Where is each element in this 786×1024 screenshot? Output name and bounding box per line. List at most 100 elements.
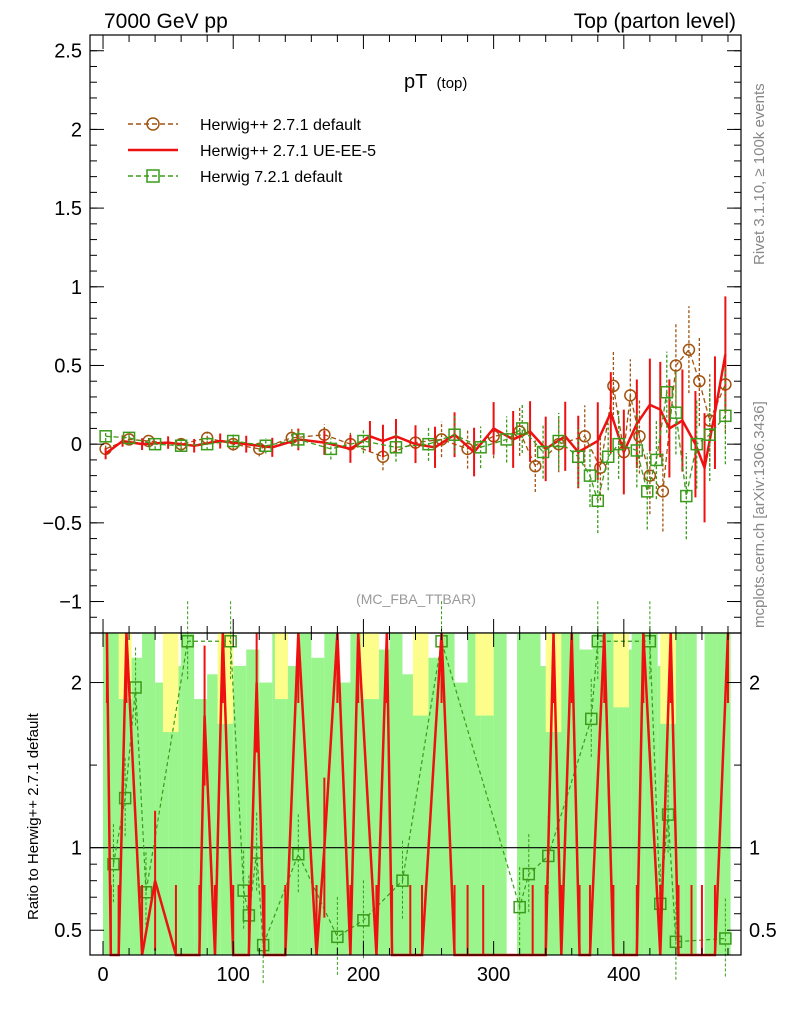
ratio-band-green bbox=[155, 682, 169, 955]
marker-square bbox=[660, 385, 674, 399]
ratio-h7-marker bbox=[669, 935, 683, 949]
ratio-band-green bbox=[717, 633, 731, 955]
marker-square bbox=[448, 428, 461, 441]
marker-square bbox=[612, 437, 625, 451]
ratio-h7-marker bbox=[292, 848, 305, 861]
marker-circle bbox=[633, 430, 646, 443]
ratio-h7-marker bbox=[522, 867, 536, 881]
marker-square bbox=[226, 434, 240, 448]
ratio-xtick-label: 200 bbox=[347, 964, 380, 986]
marker-circle bbox=[578, 430, 592, 443]
marker-square bbox=[99, 430, 112, 443]
ratio-h7-marker bbox=[396, 874, 409, 887]
series-line bbox=[105, 389, 726, 504]
marker-square bbox=[591, 494, 605, 508]
marker-circle bbox=[142, 434, 155, 448]
mcplots-label: mcplots.cern.ch [arXiv:1306.3436] bbox=[751, 401, 768, 628]
legend-ref-label: Herwig++ 2.7.1 default bbox=[200, 117, 362, 134]
main-plot-area bbox=[90, 35, 741, 633]
ratio-ytick-label-right: 0.5 bbox=[749, 920, 777, 942]
ratio-band-yellow bbox=[475, 633, 494, 716]
legend-h7-label: Herwig 7.2.1 default bbox=[200, 169, 343, 186]
marker-circle bbox=[529, 459, 542, 473]
main-ytick-label: −1 bbox=[59, 592, 82, 614]
marker-circle bbox=[693, 374, 706, 388]
ratio-band-green bbox=[402, 674, 416, 955]
marker-circle bbox=[253, 442, 266, 456]
marker-square bbox=[669, 406, 683, 419]
ratio-band-green bbox=[350, 633, 364, 955]
ratio-band-green bbox=[298, 633, 312, 955]
ratio-h7-marker bbox=[585, 712, 598, 726]
ratio-h7-marker bbox=[513, 900, 526, 914]
main-content bbox=[99, 296, 732, 540]
ratio-ytick-label: 1 bbox=[71, 838, 82, 860]
ratio-band-green bbox=[704, 633, 718, 955]
marker-square bbox=[357, 434, 370, 448]
main-ytick-label: 0 bbox=[71, 434, 82, 456]
main-ytick-label: 2.5 bbox=[54, 41, 82, 63]
ratio-xtick-label: 0 bbox=[97, 964, 108, 986]
marker-circle bbox=[285, 431, 299, 445]
marker-square bbox=[641, 485, 654, 498]
marker-square bbox=[500, 433, 513, 446]
ratio-h7-marker bbox=[661, 808, 675, 821]
legend-h7-marker bbox=[146, 169, 160, 183]
series-2 bbox=[99, 351, 732, 540]
marker-square bbox=[474, 441, 487, 454]
marker-square bbox=[389, 441, 403, 454]
ratio-xtick-label: 100 bbox=[217, 964, 250, 986]
legend-item-h7: Herwig 7.2.1 default bbox=[128, 169, 343, 186]
marker-square bbox=[552, 434, 565, 448]
marker-circle bbox=[682, 343, 696, 356]
marker-circle bbox=[607, 379, 620, 393]
ratio-h7-marker bbox=[118, 791, 132, 805]
plot-title-main: pT bbox=[404, 71, 427, 93]
marker-circle bbox=[656, 485, 670, 498]
ratio-band-green bbox=[527, 633, 541, 955]
ratio-h7-marker bbox=[719, 932, 732, 945]
rivet-label: Rivet 3.1.10, ≥ 100k events bbox=[751, 83, 768, 265]
main-y-axis: −1 −0.5 0 0.5 1 1.5 2 2.5 bbox=[43, 41, 741, 618]
legend: Herwig++ 2.7.1 default Herwig++ 2.7.1 UE… bbox=[128, 117, 376, 186]
legend-item-ref: Herwig++ 2.7.1 default bbox=[128, 117, 362, 134]
ratio-ytick-label-right: 1 bbox=[749, 838, 760, 860]
legend-item-ue: Herwig++ 2.7.1 UE-EE-5 bbox=[128, 143, 376, 160]
header-right: Top (parton level) bbox=[574, 10, 736, 33]
ratio-band-green bbox=[272, 633, 286, 955]
ratio-panel: 0.5 0.5 1 1 2 2 0 100 200 300 400 Ratio to Herwig… bbox=[25, 601, 777, 986]
ratio-h7-marker bbox=[331, 930, 344, 944]
marker-circle bbox=[669, 359, 683, 372]
marker-square bbox=[572, 450, 585, 463]
ratio-band-yellow bbox=[162, 633, 179, 733]
ratio-band-green bbox=[683, 633, 697, 955]
ratio-y-axis: 0.5 0.5 1 1 2 2 bbox=[54, 673, 777, 943]
header-left: 7000 GeV pp bbox=[104, 10, 228, 33]
main-ytick-label: 2 bbox=[71, 119, 82, 141]
marker-square bbox=[292, 433, 305, 446]
ratio-band-green bbox=[454, 682, 468, 955]
legend-ue-label: Herwig++ 2.7.1 UE-EE-5 bbox=[200, 143, 376, 160]
main-panel: −1 −0.5 0 0.5 1 1.5 2 2.5 pT (top) (MC_FBA_TTBA… bbox=[43, 34, 742, 634]
ratio-band-green bbox=[324, 633, 338, 955]
ratio-band-green bbox=[480, 666, 494, 955]
marker-square bbox=[719, 409, 732, 423]
marker-square bbox=[690, 437, 703, 451]
ratio-xtick-label: 400 bbox=[607, 964, 640, 986]
marker-square bbox=[630, 444, 644, 457]
marker-square bbox=[174, 439, 188, 452]
ratio-h7-marker bbox=[139, 886, 153, 899]
ratio-band-green bbox=[142, 633, 156, 955]
marker-circle bbox=[624, 389, 637, 402]
ratio-band-yellow bbox=[412, 633, 429, 716]
marker-square bbox=[601, 450, 615, 463]
ratio-band-green bbox=[605, 633, 619, 955]
marker-square bbox=[259, 439, 273, 452]
marker-square bbox=[422, 437, 435, 451]
ratio-xtick-label: 300 bbox=[477, 964, 510, 986]
plot-title: pT (top) bbox=[404, 71, 467, 93]
marker-square bbox=[583, 469, 597, 482]
marker-circle bbox=[461, 442, 474, 456]
marker-square bbox=[200, 437, 214, 451]
main-ytick-label: 1 bbox=[71, 277, 82, 299]
